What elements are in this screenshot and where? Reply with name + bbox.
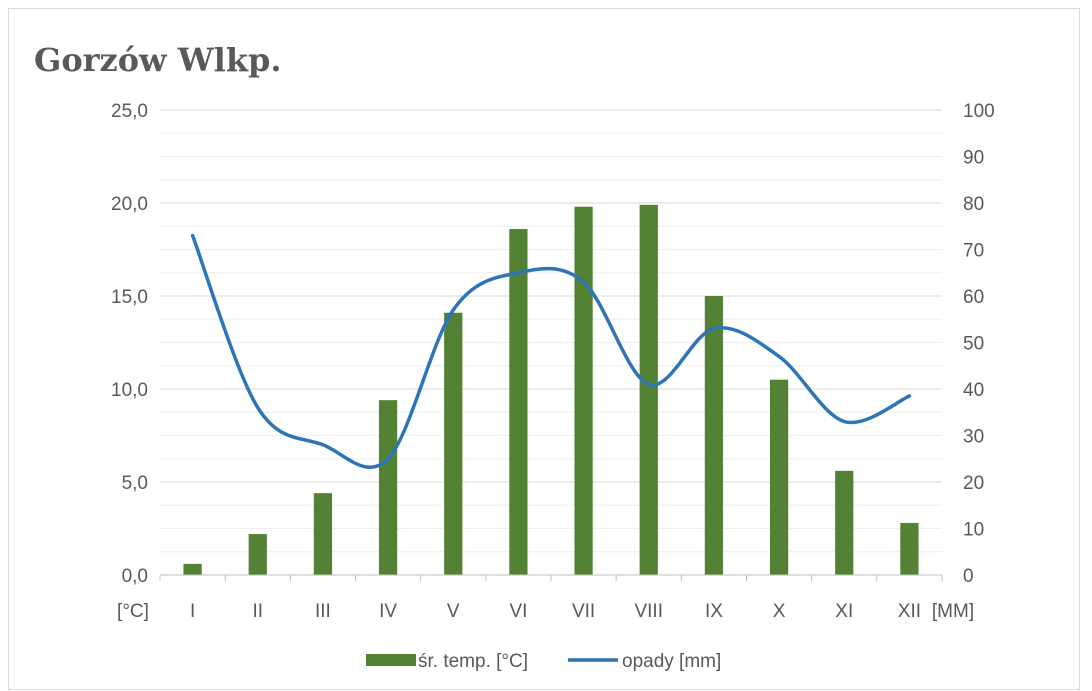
left-tick-label: 5,0 xyxy=(122,473,148,494)
x-tick-label: VIII xyxy=(634,601,663,622)
x-axis-ticks: I II III IV V VI VII VIII IX X XI XII xyxy=(190,601,921,622)
x-axis xyxy=(159,574,943,581)
temperature-bar-VII xyxy=(574,206,593,575)
left-tick-label: 20,0 xyxy=(111,194,148,215)
right-tick-label: 80 xyxy=(963,194,984,215)
x-tick-label: IX xyxy=(705,601,723,622)
right-tick-label: 40 xyxy=(963,380,984,401)
right-tick-label: 100 xyxy=(963,101,995,122)
legend-temperature-label: śr. temp. [°C] xyxy=(418,651,528,672)
legend-temperature-swatch xyxy=(366,654,416,666)
right-tick-label: 30 xyxy=(963,427,984,448)
temperature-bars xyxy=(183,204,919,576)
left-tick-label: 15,0 xyxy=(111,287,148,308)
temperature-bar-VI xyxy=(509,229,528,576)
right-tick-label: 0 xyxy=(963,566,974,587)
chart-title: Gorzów Wlkp. xyxy=(34,41,282,79)
x-tick-label: VI xyxy=(509,601,527,622)
temperature-bar-I xyxy=(183,563,202,575)
right-tick-label: 90 xyxy=(963,148,984,169)
right-tick-label: 10 xyxy=(963,520,984,541)
temperature-bar-IX xyxy=(704,296,724,575)
temperature-bar-II xyxy=(248,534,267,575)
legend: śr. temp. [°C] opady [mm] xyxy=(366,651,721,672)
right-tick-label: 20 xyxy=(963,473,984,494)
x-tick-label: IV xyxy=(379,601,397,622)
precipitation-line xyxy=(190,233,912,470)
left-tick-label: 25,0 xyxy=(111,101,148,122)
x-tick-label: XII xyxy=(898,601,921,622)
right-tick-label: 70 xyxy=(963,241,984,262)
gridlines xyxy=(160,109,942,553)
x-tick-label: VII xyxy=(572,601,595,622)
left-axis-label: [°C] xyxy=(117,601,149,622)
right-axis-ticks: 0 10 20 30 40 50 60 70 80 90 100 xyxy=(963,101,995,587)
temperature-bar-XI xyxy=(835,470,854,575)
right-axis-label: [MM] xyxy=(932,601,974,622)
x-tick-label: V xyxy=(447,601,460,622)
x-tick-label: X xyxy=(773,601,786,622)
x-tick-label: I xyxy=(190,601,195,622)
legend-precipitation-label: opady [mm] xyxy=(622,651,721,672)
right-tick-label: 50 xyxy=(963,334,984,355)
left-axis-ticks: 0,0 5,0 10,0 15,0 20,0 25,0 xyxy=(111,101,148,587)
x-tick-label: XI xyxy=(835,601,853,622)
x-tick-label: III xyxy=(315,601,331,622)
right-tick-label: 60 xyxy=(963,287,984,308)
temperature-bar-X xyxy=(769,379,789,575)
left-tick-label: 0,0 xyxy=(122,566,148,587)
temperature-bar-III xyxy=(313,493,333,575)
left-tick-label: 10,0 xyxy=(111,380,148,401)
temperature-bar-V xyxy=(444,312,463,575)
temperature-bar-VIII xyxy=(639,204,658,576)
temperature-bar-XII xyxy=(900,522,919,575)
temperature-bar-IV xyxy=(378,400,398,575)
chart-frame xyxy=(8,8,1080,690)
x-tick-label: II xyxy=(252,601,263,622)
